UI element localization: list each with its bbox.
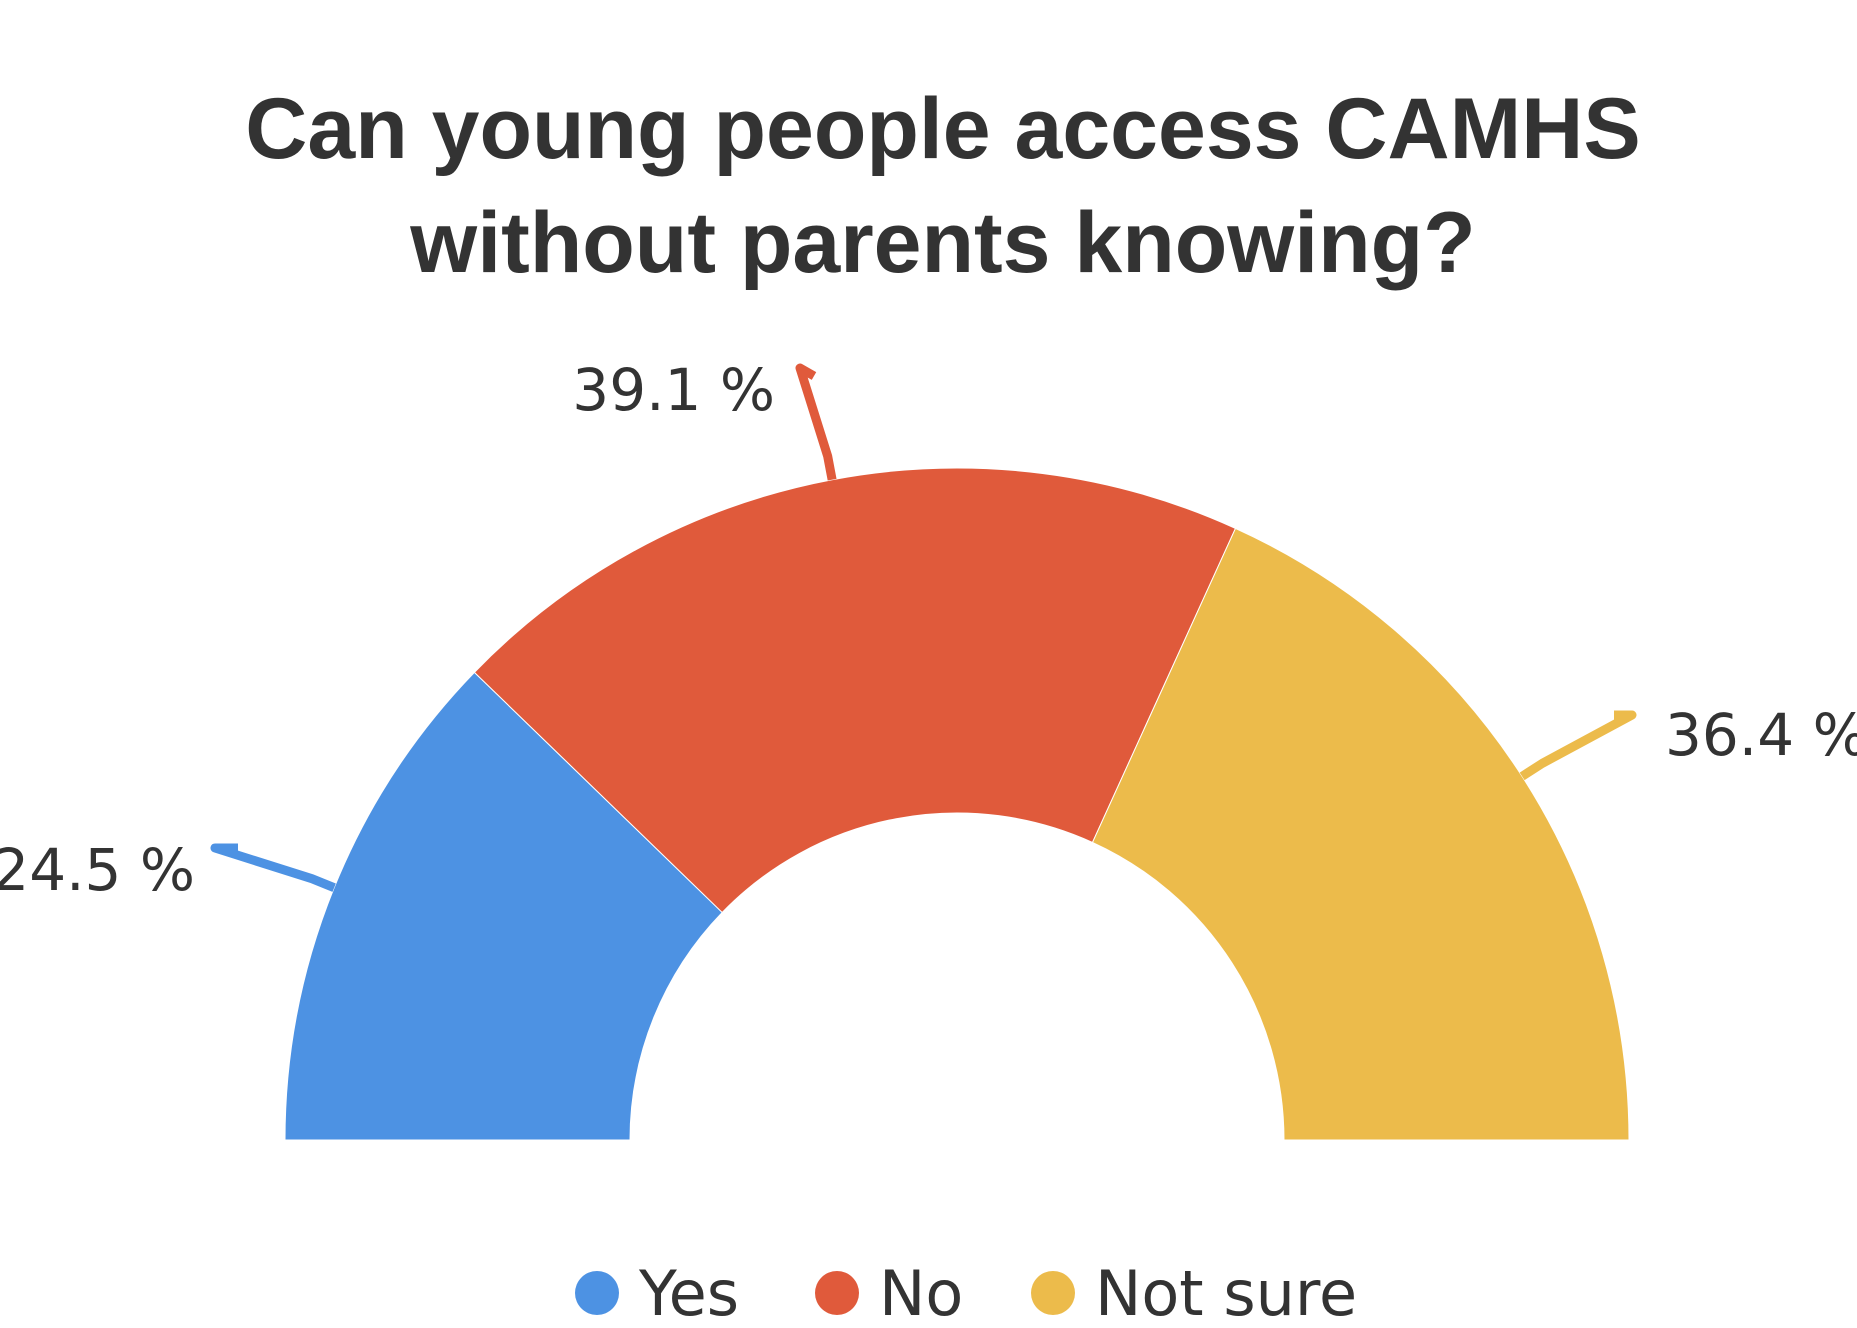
legend-label-yes: Yes [638, 1257, 739, 1328]
legend-marker-no [815, 1271, 859, 1315]
slices-group [284, 467, 1630, 1141]
chart-title-line-2: without parents knowing? [409, 195, 1475, 291]
data-labels-group: 24.5 % 39.1 % 36.4 % [0, 356, 1857, 904]
legend-item-yes: Yes [575, 1257, 739, 1328]
slice-yes [284, 671, 723, 1141]
chart-title-line-1: Can young people access CAMHS [245, 81, 1640, 177]
legend-label-no: No [879, 1257, 963, 1328]
slice-no [473, 467, 1237, 914]
legend-marker-not-sure [1031, 1271, 1075, 1315]
legend-item-not-sure: Not sure [1031, 1257, 1357, 1328]
data-label-no: 39.1 % [572, 356, 775, 424]
leader-line-no [795, 363, 837, 481]
legend: Yes No Not sure [575, 1257, 1357, 1328]
legend-marker-yes [575, 1271, 619, 1315]
legend-label-not-sure: Not sure [1095, 1257, 1357, 1328]
slice-not-sure [1091, 527, 1630, 1141]
leader-line-not-sure [1519, 710, 1637, 781]
data-label-yes: 24.5 % [0, 836, 195, 904]
data-label-not-sure: 36.4 % [1665, 701, 1857, 769]
leader-lines-group [210, 363, 1637, 892]
legend-item-no: No [815, 1257, 963, 1328]
leader-line-yes [210, 843, 336, 892]
